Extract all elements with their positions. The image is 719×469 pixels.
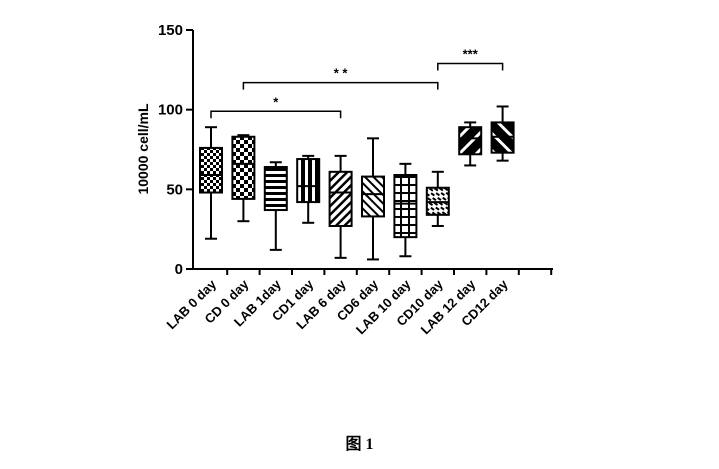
- y-axis-label: 10000 cell/mL: [135, 103, 151, 195]
- box-5: [328, 154, 353, 259]
- box-body: [296, 158, 321, 204]
- y-tick-label: 50: [166, 181, 183, 198]
- box-3: [263, 161, 288, 251]
- significance-bracket: *: [210, 94, 342, 119]
- box-body: [231, 135, 256, 200]
- box-7: [393, 162, 418, 258]
- significance-bracket: * *: [242, 66, 439, 90]
- boxes: [199, 105, 515, 261]
- significance-label: * *: [334, 66, 349, 81]
- box-10: [490, 105, 515, 162]
- box-body: [328, 170, 353, 227]
- figure-caption: 图 1: [345, 436, 374, 453]
- box-2: [231, 134, 256, 223]
- box-1: [199, 126, 223, 240]
- bracket-line: [242, 81, 439, 90]
- y-tick-label: 0: [175, 261, 183, 278]
- significance-label: ***: [463, 46, 479, 61]
- box-body: [199, 146, 223, 194]
- box-body: [393, 173, 418, 239]
- bracket-line: [437, 62, 504, 71]
- box-4: [296, 154, 321, 224]
- bracket-line: [210, 110, 342, 119]
- box-6: [361, 137, 385, 261]
- box-body: [361, 175, 385, 218]
- y-tick-label: 100: [158, 102, 183, 119]
- box-8: [425, 170, 450, 227]
- y-tick-label: 150: [158, 22, 183, 39]
- box-9: [458, 121, 483, 167]
- significance-annotations: * * * ***: [210, 46, 504, 119]
- significance-label: *: [273, 94, 279, 109]
- significance-bracket: ***: [437, 46, 504, 71]
- box-body: [458, 126, 483, 156]
